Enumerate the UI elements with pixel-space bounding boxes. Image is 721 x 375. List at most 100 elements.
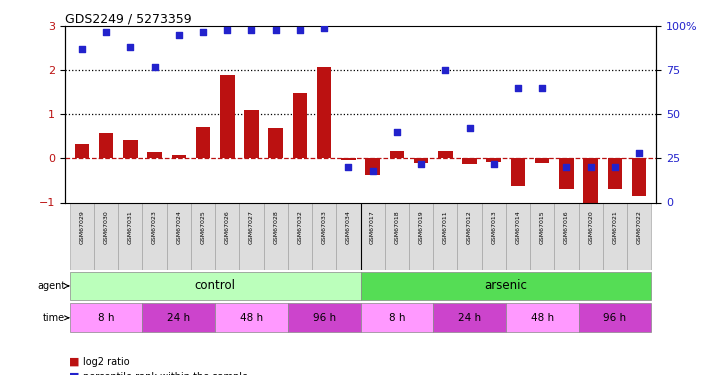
- Text: 96 h: 96 h: [603, 313, 627, 323]
- Point: [561, 164, 572, 170]
- Text: 8 h: 8 h: [389, 313, 405, 323]
- Bar: [293, 93, 307, 158]
- Text: GSM67019: GSM67019: [419, 211, 423, 244]
- Bar: [366, 158, 380, 175]
- Text: GSM67012: GSM67012: [467, 211, 472, 244]
- Text: 24 h: 24 h: [458, 313, 481, 323]
- Bar: [74, 144, 89, 158]
- Bar: [385, 202, 409, 270]
- Bar: [215, 202, 239, 270]
- Text: ■: ■: [68, 372, 79, 375]
- Text: ■: ■: [68, 357, 79, 367]
- Bar: [414, 158, 428, 163]
- Bar: [389, 150, 404, 158]
- Bar: [506, 202, 530, 270]
- Point: [585, 164, 596, 170]
- Point: [125, 44, 136, 50]
- Bar: [487, 158, 501, 162]
- Point: [488, 161, 500, 167]
- Bar: [578, 303, 651, 332]
- Text: GSM67026: GSM67026: [225, 211, 230, 244]
- Bar: [143, 202, 167, 270]
- Point: [342, 164, 354, 170]
- Point: [512, 85, 523, 91]
- Point: [464, 126, 475, 132]
- Bar: [123, 140, 138, 158]
- Text: percentile rank within the sample: percentile rank within the sample: [83, 372, 248, 375]
- Bar: [99, 134, 113, 158]
- Point: [294, 27, 306, 33]
- Bar: [583, 158, 598, 205]
- Point: [270, 27, 281, 33]
- Bar: [535, 158, 549, 163]
- Bar: [215, 303, 288, 332]
- Bar: [143, 303, 215, 332]
- Bar: [627, 202, 651, 270]
- Bar: [220, 75, 234, 158]
- Bar: [195, 127, 211, 158]
- Bar: [268, 128, 283, 158]
- Point: [173, 32, 185, 38]
- Bar: [578, 202, 603, 270]
- Text: log2 ratio: log2 ratio: [83, 357, 130, 367]
- Bar: [360, 272, 651, 300]
- Point: [440, 68, 451, 74]
- Text: time: time: [43, 313, 68, 323]
- Bar: [172, 155, 186, 158]
- Bar: [288, 303, 360, 332]
- Bar: [438, 150, 453, 158]
- Bar: [70, 202, 94, 270]
- Bar: [510, 158, 526, 186]
- Text: GDS2249 / 5273359: GDS2249 / 5273359: [65, 12, 192, 25]
- Point: [76, 46, 88, 52]
- Text: GSM67018: GSM67018: [394, 211, 399, 244]
- Bar: [482, 202, 506, 270]
- Point: [391, 129, 402, 135]
- Bar: [244, 110, 259, 158]
- Bar: [264, 202, 288, 270]
- Bar: [603, 202, 627, 270]
- Text: GSM67016: GSM67016: [564, 211, 569, 244]
- Point: [367, 168, 379, 174]
- Text: agent: agent: [37, 281, 68, 291]
- Text: 48 h: 48 h: [531, 313, 554, 323]
- Point: [149, 64, 160, 70]
- Text: 96 h: 96 h: [313, 313, 336, 323]
- Bar: [191, 202, 215, 270]
- Text: GSM67022: GSM67022: [637, 211, 642, 244]
- Point: [609, 164, 621, 170]
- Bar: [336, 202, 360, 270]
- Point: [319, 25, 330, 31]
- Text: 24 h: 24 h: [167, 313, 190, 323]
- Text: GSM67023: GSM67023: [152, 211, 157, 244]
- Bar: [462, 158, 477, 164]
- Text: GSM67020: GSM67020: [588, 211, 593, 244]
- Bar: [506, 303, 578, 332]
- Bar: [70, 272, 361, 300]
- Bar: [317, 67, 332, 158]
- Text: GSM67030: GSM67030: [104, 211, 109, 244]
- Bar: [118, 202, 143, 270]
- Bar: [288, 202, 312, 270]
- Bar: [360, 202, 385, 270]
- Bar: [632, 158, 647, 196]
- Point: [198, 28, 209, 34]
- Text: GSM67021: GSM67021: [612, 211, 617, 244]
- Text: GSM67029: GSM67029: [79, 211, 84, 244]
- Text: GSM67031: GSM67031: [128, 211, 133, 244]
- Point: [246, 27, 257, 33]
- Text: arsenic: arsenic: [485, 279, 527, 292]
- Bar: [457, 202, 482, 270]
- Text: GSM67024: GSM67024: [176, 211, 181, 244]
- Bar: [360, 303, 433, 332]
- Point: [221, 27, 233, 33]
- Bar: [239, 202, 264, 270]
- Text: 8 h: 8 h: [98, 313, 115, 323]
- Bar: [530, 202, 554, 270]
- Point: [100, 28, 112, 34]
- Bar: [147, 152, 162, 158]
- Bar: [433, 303, 506, 332]
- Text: 48 h: 48 h: [240, 313, 263, 323]
- Bar: [341, 158, 355, 160]
- Point: [415, 161, 427, 167]
